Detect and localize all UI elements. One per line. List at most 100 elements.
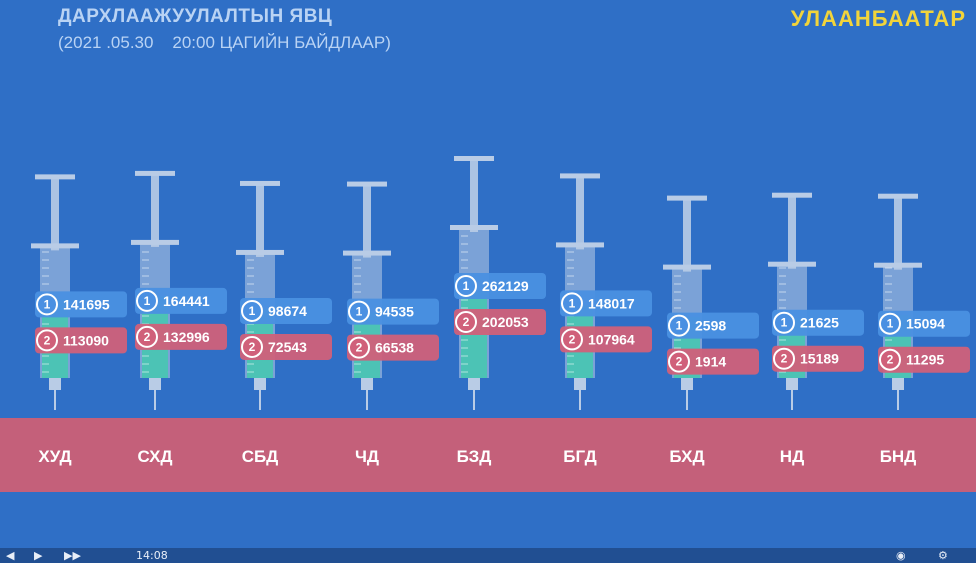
dose1-value-label: 148017 (588, 295, 635, 311)
dose1-value-label: 94535 (375, 304, 414, 320)
play-icon[interactable]: ▶ (34, 549, 43, 562)
syringe-plunger-rod (256, 182, 264, 257)
next-icon[interactable]: ▶▶ (64, 549, 81, 562)
syringe-plunger-handle (454, 156, 494, 161)
dose1-badge-number: 1 (569, 296, 576, 310)
syringe-flange (236, 249, 284, 255)
video-time: 14:08 (136, 549, 168, 562)
dose2-badge (35, 327, 127, 354)
dose2-badge-number: 2 (249, 340, 256, 354)
dose1-badge (560, 290, 652, 317)
dose2-value-label: 11295 (906, 352, 944, 368)
dose1-badge-number: 1 (44, 297, 51, 311)
syringe-plunger-handle (878, 193, 918, 199)
syringe-plunger-handle (667, 195, 707, 201)
chart-title: ДАРХЛААЖУУЛАЛТЫН ЯВЦ (58, 6, 333, 27)
syringe-nozzle (892, 378, 904, 390)
dose1-badge-circle (455, 275, 477, 297)
syringe-nozzle (574, 378, 586, 390)
syringe-plunger-handle (240, 180, 280, 186)
dose2-badge (878, 346, 970, 373)
dose2-badge-circle (241, 335, 263, 358)
dose2-badge (135, 323, 227, 350)
dose1-badge-circle (668, 314, 690, 337)
prev-icon[interactable]: ◀ (6, 549, 15, 562)
dose1-badge-circle (348, 300, 370, 323)
captions-icon[interactable]: ◉ (896, 549, 906, 562)
city-label: УЛААНБААТАР (790, 6, 966, 31)
video-player-bar[interactable]: ◀ ▶ ▶▶ 14:08 ◉ ⚙ (0, 548, 976, 563)
syringe-plunger-rod (576, 175, 584, 250)
syringe-plunger-handle (772, 192, 812, 198)
dose2-badge-circle (561, 328, 583, 351)
dose1-value-label: 164441 (163, 293, 210, 309)
dose1-badge-circle (136, 289, 158, 312)
dose2-badge-circle (879, 348, 901, 371)
syringe-nozzle (361, 378, 373, 390)
dose1-value-label: 98674 (268, 303, 307, 319)
dose2-value-label: 72543 (268, 339, 307, 355)
syringe-flange (556, 242, 604, 248)
syringe-plunger-handle (135, 170, 175, 176)
category-label: НД (780, 447, 804, 466)
dose2-badge-number: 2 (463, 315, 470, 329)
dose1-badge-circle (879, 312, 901, 335)
dose1-badge-number: 1 (463, 279, 470, 293)
dose2-badge-number: 2 (144, 330, 151, 344)
dose1-value-label: 262129 (482, 278, 529, 294)
category-label: ХУД (38, 447, 71, 466)
dose1-value-label: 15094 (906, 316, 945, 332)
category-label: БХД (669, 447, 704, 466)
dose2-value-label: 66538 (375, 340, 414, 356)
syringe-flange (874, 262, 922, 268)
dose2-badge-number: 2 (781, 352, 788, 366)
dose2-value-label: 107964 (588, 331, 635, 347)
syringe-nozzle (468, 378, 480, 390)
dose2-badge (560, 326, 652, 353)
dose1-value-label: 21625 (800, 315, 839, 331)
category-label: БГД (563, 447, 597, 466)
dose2-badge-number: 2 (569, 332, 576, 346)
dose2-value-label: 202053 (482, 314, 529, 330)
dose1-badge (454, 273, 546, 299)
category-label: БНД (880, 447, 917, 466)
dose2-badge (667, 348, 759, 375)
dose2-badge (454, 309, 546, 335)
dose2-value-label: 1914 (695, 354, 726, 370)
dose2-badge-circle (36, 329, 58, 352)
settings-icon[interactable]: ⚙ (938, 549, 948, 562)
syringe-nozzle (786, 378, 798, 390)
dose1-badge-circle (773, 311, 795, 334)
dose1-badge-circle (561, 292, 583, 315)
syringe-plunger-rod (788, 194, 796, 269)
dose1-badge-circle (36, 293, 58, 316)
dose2-badge-number: 2 (356, 341, 363, 355)
dose2-value-label: 15189 (800, 351, 839, 367)
dose2-badge (347, 334, 439, 361)
syringe-flange (450, 225, 498, 230)
syringe-nozzle (149, 378, 161, 390)
dose1-badge-number: 1 (356, 305, 363, 319)
syringe-flange (663, 264, 711, 270)
category-label: СБД (242, 447, 279, 466)
dose2-badge (240, 333, 332, 360)
dose2-badge-circle (348, 336, 370, 359)
dose2-badge-circle (455, 311, 477, 333)
syringe-plunger-rod (683, 197, 691, 272)
dose1-badge (240, 297, 332, 324)
dose2-badge-circle (668, 350, 690, 373)
syringe-group: 1 141695 2 113090 ХУД 1 164441 2 132996 СХД 1 98674… (31, 156, 970, 466)
dose1-badge-number: 1 (249, 304, 256, 318)
syringe-plunger-handle (35, 174, 75, 180)
syringe-flange (31, 243, 79, 249)
dose2-badge-circle (136, 325, 158, 348)
syringe-flange (768, 261, 816, 267)
chart-subtitle: (2021 .05.30 20:00 ЦАГИЙН БАЙДЛААР) (58, 33, 391, 52)
dose1-badge-number: 1 (676, 319, 683, 333)
dose1-badge-number: 1 (781, 316, 788, 330)
dose1-badge (878, 310, 970, 337)
dose1-value-label: 2598 (695, 318, 726, 334)
dose2-value-label: 132996 (163, 329, 210, 345)
syringe-nozzle (681, 378, 693, 390)
